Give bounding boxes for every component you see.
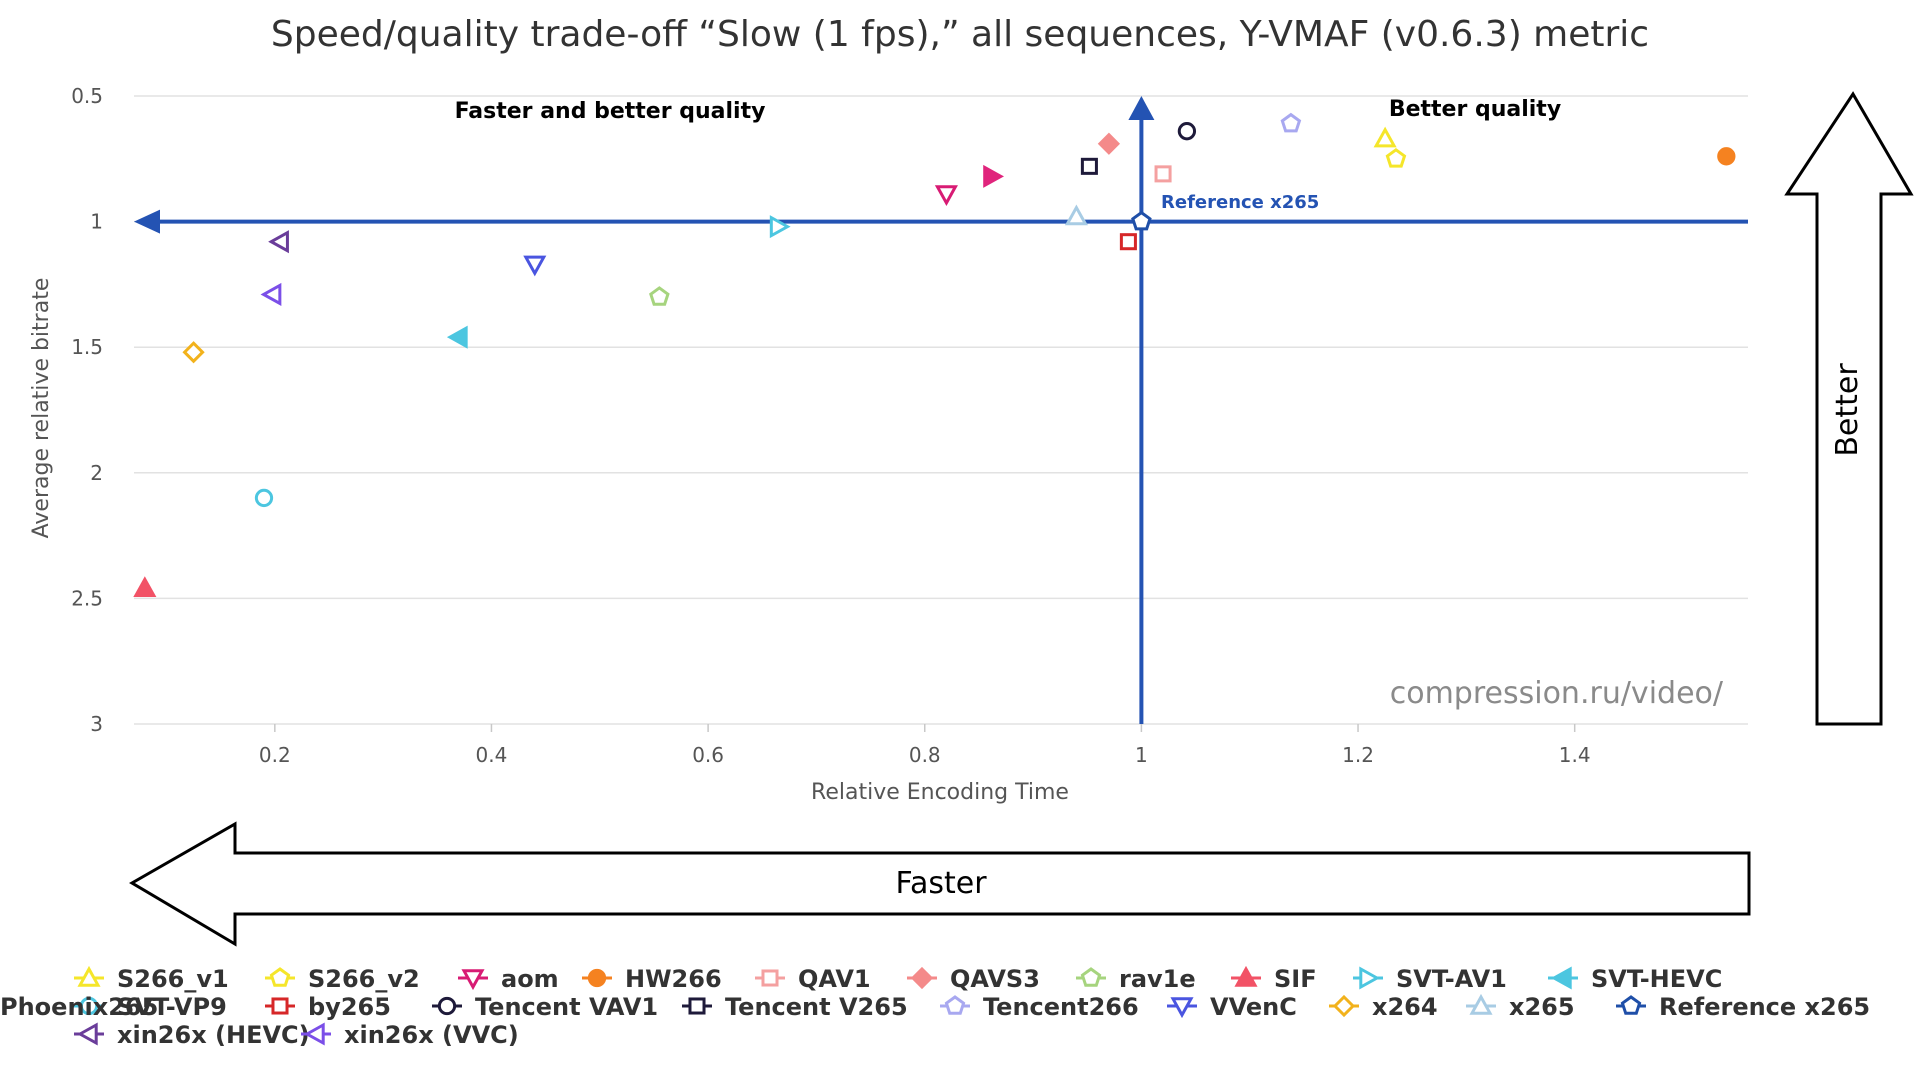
quadrant-label-top-left: Faster and better quality <box>455 99 766 124</box>
legend-label-svt-vp9[interactable]: SVT-VP9 <box>117 993 227 1021</box>
y-tick-label: 2.5 <box>71 586 103 610</box>
faster-arrow <box>129 821 1751 947</box>
legend-label-xin26x-vvc[interactable]: xin26x (VVC) <box>344 1021 519 1049</box>
legend-label-rav1e[interactable]: rav1e <box>1119 965 1196 993</box>
x-tick-label: 1.4 <box>1559 743 1591 767</box>
point-qav1 <box>1154 165 1172 183</box>
legend-label-svt-av1[interactable]: SVT-AV1 <box>1396 965 1507 993</box>
legend-label-qav1[interactable]: QAV1 <box>798 965 871 993</box>
point-aom <box>934 185 958 207</box>
legend-label-aom[interactable]: aom <box>501 965 559 993</box>
x-tick-label: 0.6 <box>692 743 724 767</box>
reference-label: Reference x265 <box>1161 192 1319 213</box>
legend-marker-xin26x-vvc <box>303 1022 325 1046</box>
point-tencent266 <box>1280 112 1302 133</box>
point-svt-av1 <box>769 215 791 239</box>
point-tencent-v265 <box>1080 157 1098 175</box>
legend-marker-tencent-vav1 <box>437 996 457 1016</box>
data-points <box>133 112 1736 598</box>
x-axis-title: Relative Encoding Time <box>811 780 1069 805</box>
x-tick-label: 1 <box>1135 743 1148 767</box>
legend-label-x265[interactable]: x265 <box>1509 993 1575 1021</box>
legend-marker-x265 <box>1469 993 1493 1015</box>
quadrant-label-top-right: Better quality <box>1389 97 1561 122</box>
watermark: compression.ru/video/ <box>1390 676 1724 711</box>
legend-label-s266-v2[interactable]: S266_v2 <box>308 965 420 993</box>
chart-title: Speed/quality trade-off “Slow (1 fps),” … <box>271 14 1649 55</box>
legend-label-tencent-vav1[interactable]: Tencent VAV1 <box>475 993 658 1021</box>
legend-marker-rav1e <box>1080 967 1102 987</box>
point-by265 <box>1119 233 1137 251</box>
y-tick-label: 0.5 <box>71 84 103 108</box>
legend-marker-qavs3 <box>910 966 934 990</box>
legend-marker-reference-x265 <box>1620 995 1642 1015</box>
legend-label-xin26x-hevc[interactable]: xin26x (HEVC) <box>117 1021 310 1049</box>
point-x265 <box>1064 204 1088 226</box>
legend-marker-tencent-v265 <box>688 997 706 1015</box>
legend-marker-qav1 <box>761 969 779 987</box>
legend-marker-svt-av1 <box>1359 966 1381 990</box>
y-axis-ticks: 0.5 1 1.5 2 2.5 3 <box>71 84 103 736</box>
point-qavs3 <box>1097 132 1121 155</box>
point-vvenc <box>523 255 547 277</box>
point-sif <box>133 576 157 598</box>
x-tick-label: 0.2 <box>259 743 291 767</box>
x-tick-label: 0.4 <box>476 743 508 767</box>
legend-marker-x264 <box>1332 994 1356 1018</box>
y-tick-label: 1.5 <box>71 335 103 359</box>
point-svt-vp9 <box>254 488 274 508</box>
legend-label-phoenix265[interactable]: Phoenix265 <box>0 993 158 1021</box>
legend-label-tencent-v265[interactable]: Tencent V265 <box>725 993 908 1021</box>
legend-label-hw266[interactable]: HW266 <box>625 965 722 993</box>
x-tick-label: 0.8 <box>909 743 941 767</box>
legend: S266_v1 S266_v2 aom HW266 QAV1 QAVS3 rav1e SIF S… <box>0 965 1870 1049</box>
point-xin26x-vvc <box>260 282 282 306</box>
legend-label-svt-hevc[interactable]: SVT-HEVC <box>1591 965 1722 993</box>
x-tick-label: 1.2 <box>1342 743 1374 767</box>
legend-label-qavs3[interactable]: QAVS3 <box>950 965 1040 993</box>
legend-marker-aom <box>461 969 485 991</box>
legend-label-tencent266[interactable]: Tencent266 <box>983 993 1139 1021</box>
point-s266-v2 <box>1385 147 1407 168</box>
legend-marker-vvenc <box>1170 997 1194 1019</box>
point-hw266 <box>1717 147 1736 166</box>
y-tick-label: 1 <box>90 210 103 234</box>
better-arrow-label: Better <box>1830 363 1865 457</box>
legend-marker-s266-v2 <box>269 967 291 987</box>
better-arrow <box>1784 91 1914 726</box>
x-axis-ticks: 0.2 0.4 0.6 0.8 1 1.2 1.4 <box>259 724 1591 767</box>
faster-arrow-label: Faster <box>895 866 987 901</box>
legend-marker-hw266 <box>587 968 607 988</box>
legend-marker-svt-hevc <box>1550 966 1572 990</box>
legend-marker-sif <box>1234 965 1258 987</box>
legend-label-vvenc[interactable]: VVenC <box>1210 993 1297 1021</box>
point-reference-x265 <box>1131 210 1152 231</box>
legend-label-reference-x265[interactable]: Reference x265 <box>1659 993 1870 1021</box>
point-tencent-vav1 <box>1177 122 1197 141</box>
y-tick-label: 3 <box>90 712 103 736</box>
y-axis-title: Average relative bitrate <box>29 278 54 539</box>
point-phoenix265 <box>983 164 1005 188</box>
point-svt-hevc <box>446 325 468 349</box>
legend-label-x264[interactable]: x264 <box>1372 993 1438 1021</box>
legend-marker-xin26x-hevc <box>76 1022 98 1046</box>
legend-label-s266-v1[interactable]: S266_v1 <box>117 965 229 993</box>
point-s266-v1 <box>1373 126 1397 148</box>
reference-arrowhead-up <box>1128 96 1155 120</box>
legend-label-sif[interactable]: SIF <box>1274 965 1317 993</box>
legend-marker-s266-v1 <box>77 965 101 987</box>
legend-marker-svt-vp9 <box>79 996 99 1016</box>
legend-label-by265[interactable]: by265 <box>308 993 391 1021</box>
point-rav1e <box>649 286 670 306</box>
y-tick-label: 2 <box>90 461 103 485</box>
legend-marker-by265 <box>271 997 289 1015</box>
legend-marker-tencent266 <box>944 995 966 1015</box>
reference-arrowhead-left <box>134 209 160 234</box>
point-x264 <box>182 341 205 364</box>
point-xin26x-hevc <box>268 230 289 254</box>
